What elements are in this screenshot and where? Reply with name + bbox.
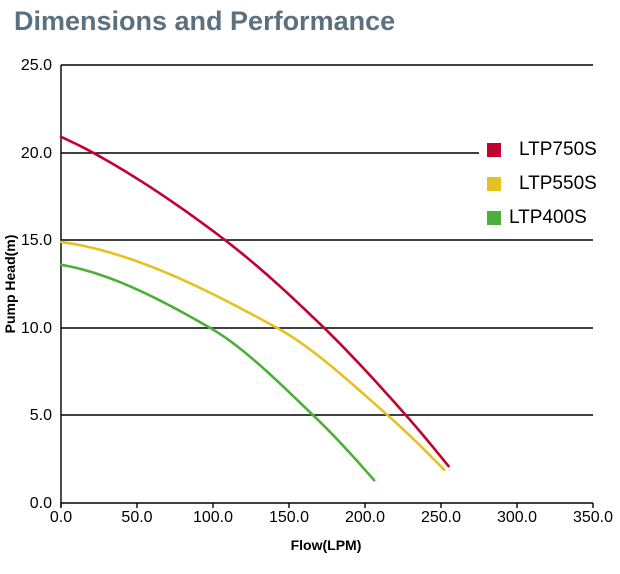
svg-text:300.0: 300.0 [497,509,537,526]
svg-text:5.0: 5.0 [30,407,52,424]
svg-text:LTP750S: LTP750S [519,139,597,160]
svg-text:50.0: 50.0 [121,509,152,526]
svg-text:10.0: 10.0 [21,320,52,337]
svg-text:100.0: 100.0 [193,509,233,526]
svg-text:350.0: 350.0 [573,509,613,526]
svg-text:Flow(LPM): Flow(LPM) [291,537,362,553]
svg-text:0.0: 0.0 [50,509,72,526]
svg-text:25.0: 25.0 [21,57,52,74]
svg-text:150.0: 150.0 [269,509,309,526]
svg-text:250.0: 250.0 [421,509,461,526]
svg-text:200.0: 200.0 [345,509,385,526]
svg-text:0.0: 0.0 [30,495,52,512]
svg-text:20.0: 20.0 [21,145,52,162]
svg-text:15.0: 15.0 [21,232,52,249]
svg-text:Pump Head(m): Pump Head(m) [2,235,18,334]
svg-text:LTP400S: LTP400S [509,207,587,228]
svg-text:LTP550S: LTP550S [519,173,597,194]
